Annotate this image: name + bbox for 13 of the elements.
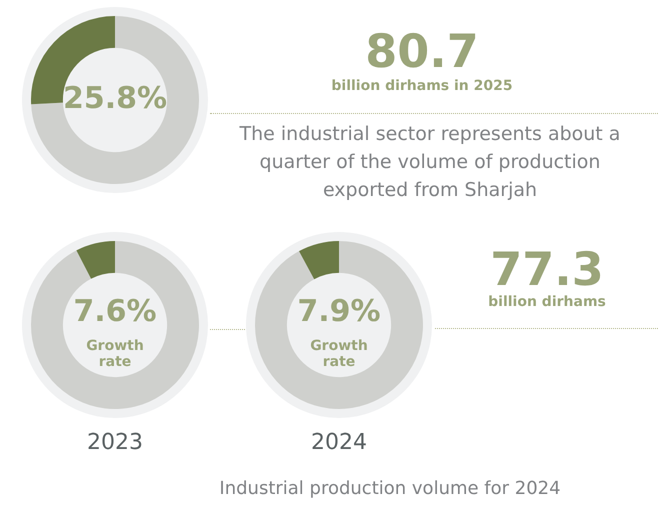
text: Growth rate [85, 338, 145, 370]
text: Growth rate [309, 338, 369, 370]
text: 80.7 [364, 24, 480, 78]
text: billion dirhams in 2025 [330, 78, 514, 94]
text: billion dirhams [487, 294, 607, 310]
text: 2023 [86, 430, 144, 455]
data-label: 25.8% [62, 80, 168, 116]
text: 77.3 [490, 242, 604, 296]
data-label: 7.9% [297, 294, 381, 329]
text: The industrial sector represents about a quarter of the volume of production exported from Sharjah [238, 122, 622, 203]
text: 2024 [310, 430, 368, 455]
data-label: 7.6% [73, 294, 157, 329]
text: Industrial production volume for 2024 [218, 478, 562, 499]
